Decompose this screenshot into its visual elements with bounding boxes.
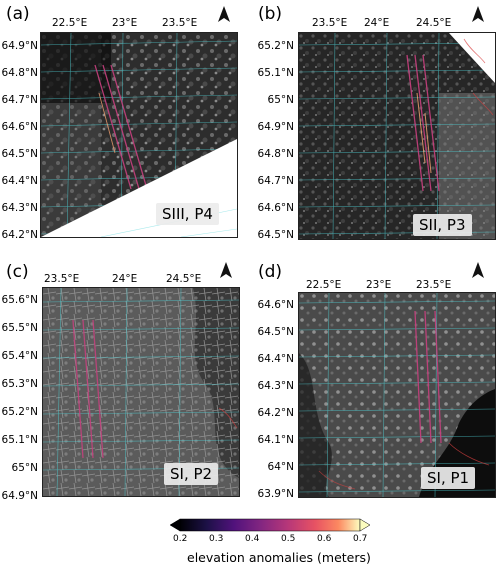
panel-a-lon-tick: 23.5°E <box>162 17 198 29</box>
panel-c-lat-tick: 65°N <box>11 462 38 474</box>
panel-c-lon-tick: 23.5°E <box>44 273 80 285</box>
panel-d-lat-tick: 63.9°N <box>257 488 294 500</box>
panel-d-lon-tick: 23°E <box>366 279 392 291</box>
colorbar-tick-label: 0.2 <box>173 534 188 544</box>
north-arrow-icon <box>216 6 232 26</box>
panel-a-lat-tick: 64.6°N <box>1 121 38 133</box>
panel-d-lat-tick: 64.2°N <box>257 407 294 419</box>
colorbar-tick-label: 0.3 <box>209 534 224 544</box>
panel-b-map <box>298 32 496 240</box>
panel-a-lon-tick: 22.5°E <box>52 17 88 29</box>
panel-d-lat-tick: 64.4°N <box>257 353 294 365</box>
panel-b-lon-tick: 24°E <box>364 17 390 29</box>
north-arrow-icon <box>218 262 234 282</box>
panel-d-lat-tick: 64.3°N <box>257 380 294 392</box>
panel-c-lat-tick: 65.3°N <box>1 378 38 390</box>
panel-a-lat-tick: 64.2°N <box>1 229 38 241</box>
north-arrow-icon <box>470 6 486 26</box>
panel-b-lat-tick: 65.2°N <box>257 40 294 52</box>
north-arrow-icon <box>470 262 486 282</box>
panel-a-lon-tick: 23°E <box>112 17 138 29</box>
panel-a-lat-tick: 64.8°N <box>1 67 38 79</box>
panel-c-lat-tick: 65.5°N <box>1 322 38 334</box>
panel-b-label: SII, P3 <box>413 214 472 236</box>
panel-a-lat-tick: 64.5°N <box>1 148 38 160</box>
colorbar-tick-label: 0.7 <box>353 534 368 544</box>
panel-d-lat-tick: 64°N <box>267 461 294 473</box>
panel-a-letter: (a) <box>6 4 30 24</box>
panel-a-lat-tick: 64.3°N <box>1 202 38 214</box>
panel-d-lat-tick: 64.6°N <box>257 299 294 311</box>
colorbar-tick-label: 0.6 <box>317 534 332 544</box>
panel-b-letter: (b) <box>258 4 283 24</box>
panel-c-lat-tick: 64.9°N <box>1 490 38 502</box>
colorbar-gradient <box>169 518 371 532</box>
panel-d-map <box>298 292 496 498</box>
colorbar-tick-label: 0.4 <box>245 534 260 544</box>
panel-c-lat-tick: 65.6°N <box>1 294 38 306</box>
panel-c-label: SI, P2 <box>164 463 219 485</box>
panel-b-lat-tick: 65°N <box>267 94 294 106</box>
panel-b-lat-tick: 64.5°N <box>257 229 294 241</box>
panel-d-letter: (d) <box>258 262 283 282</box>
panel-b-lon-tick: 24.5°E <box>416 17 452 29</box>
panel-b-lon-tick: 23.5°E <box>312 17 348 29</box>
colorbar: 0.2 0.3 0.4 0.5 0.6 0.7 <box>169 517 371 557</box>
panel-a-label: SIII, P4 <box>156 203 219 225</box>
panel-d-lon-tick: 23.5°E <box>416 279 452 291</box>
panel-b-lat-tick: 65.1°N <box>257 67 294 79</box>
panel-d-lat-tick: 64.5°N <box>257 326 294 338</box>
panel-a-lat-tick: 64.4°N <box>1 175 38 187</box>
panel-c-lon-tick: 24.5°E <box>166 273 202 285</box>
panel-b-lat-tick: 64.6°N <box>257 202 294 214</box>
panel-c-lat-tick: 65.1°N <box>1 434 38 446</box>
panel-b-lat-tick: 64.9°N <box>257 121 294 133</box>
colorbar-title: elevation anomalies (meters) <box>187 550 371 565</box>
panel-c-lat-tick: 65.4°N <box>1 350 38 362</box>
colorbar-tick-label: 0.5 <box>281 534 296 544</box>
panel-d-lon-tick: 22.5°E <box>306 279 342 291</box>
panel-c-map <box>42 287 240 497</box>
panel-d-label: SI, P1 <box>421 467 476 489</box>
panel-c-lat-tick: 65.2°N <box>1 406 38 418</box>
panel-b-lat-tick: 64.7°N <box>257 175 294 187</box>
panel-a-lat-tick: 64.9°N <box>1 40 38 52</box>
panel-c-lon-tick: 24°E <box>112 273 138 285</box>
panel-b-lat-tick: 64.8°N <box>257 148 294 160</box>
panel-a-lat-tick: 64.7°N <box>1 94 38 106</box>
panel-d-lat-tick: 64.1°N <box>257 434 294 446</box>
panel-c-letter: (c) <box>6 262 29 282</box>
